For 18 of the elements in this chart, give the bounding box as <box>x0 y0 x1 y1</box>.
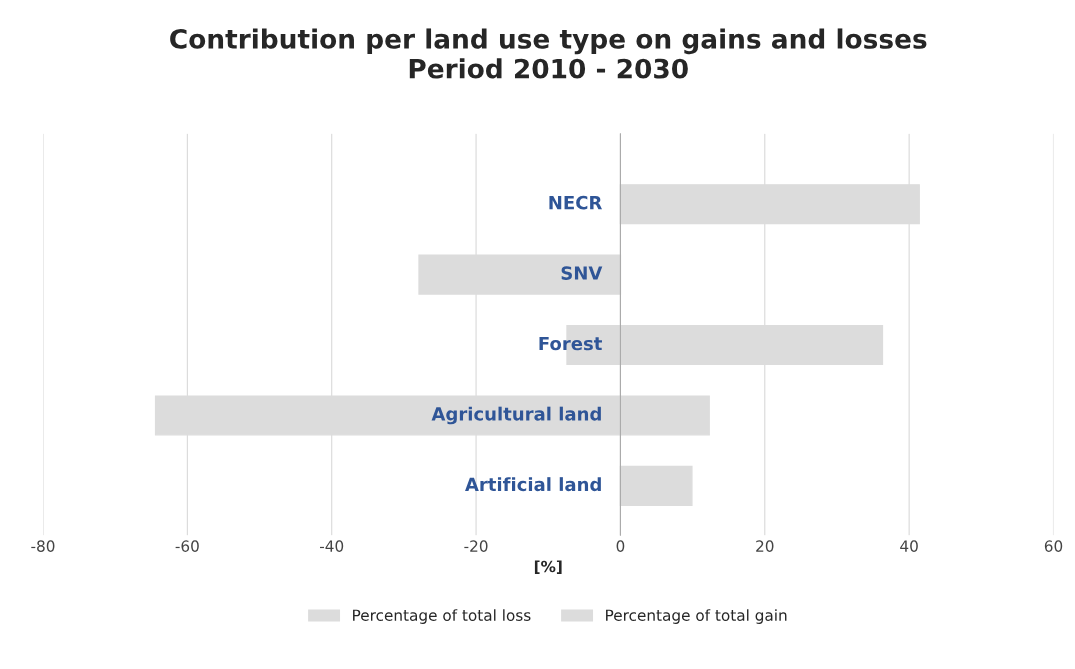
x-tick-label: -20 <box>464 540 488 552</box>
x-tick-label: 20 <box>756 540 774 552</box>
legend-label: Percentage of total gain <box>606 609 787 624</box>
y-tick-label: NECR <box>549 195 603 210</box>
y-tick-label: SNV <box>561 266 603 280</box>
x-axis-title: [%] <box>534 560 562 575</box>
y-tick-label: Agricultural land <box>431 406 601 425</box>
legend-label: Percentage of total loss <box>353 609 531 624</box>
y-tick-label: Artificial land <box>465 477 601 492</box>
y-tick-label: Forest <box>539 336 602 351</box>
x-tick-label: -60 <box>175 540 199 552</box>
bar <box>619 465 693 506</box>
x-tick-label: -40 <box>319 540 344 552</box>
x-tick-label: 60 <box>1044 540 1063 552</box>
x-tick-label: -80 <box>31 540 55 552</box>
x-tick-label: 40 <box>900 540 918 552</box>
x-tick-label: 0 <box>616 540 625 552</box>
chart-title: Contribution per land use type on gains and losses Period 2010 - 2030 <box>170 28 927 79</box>
